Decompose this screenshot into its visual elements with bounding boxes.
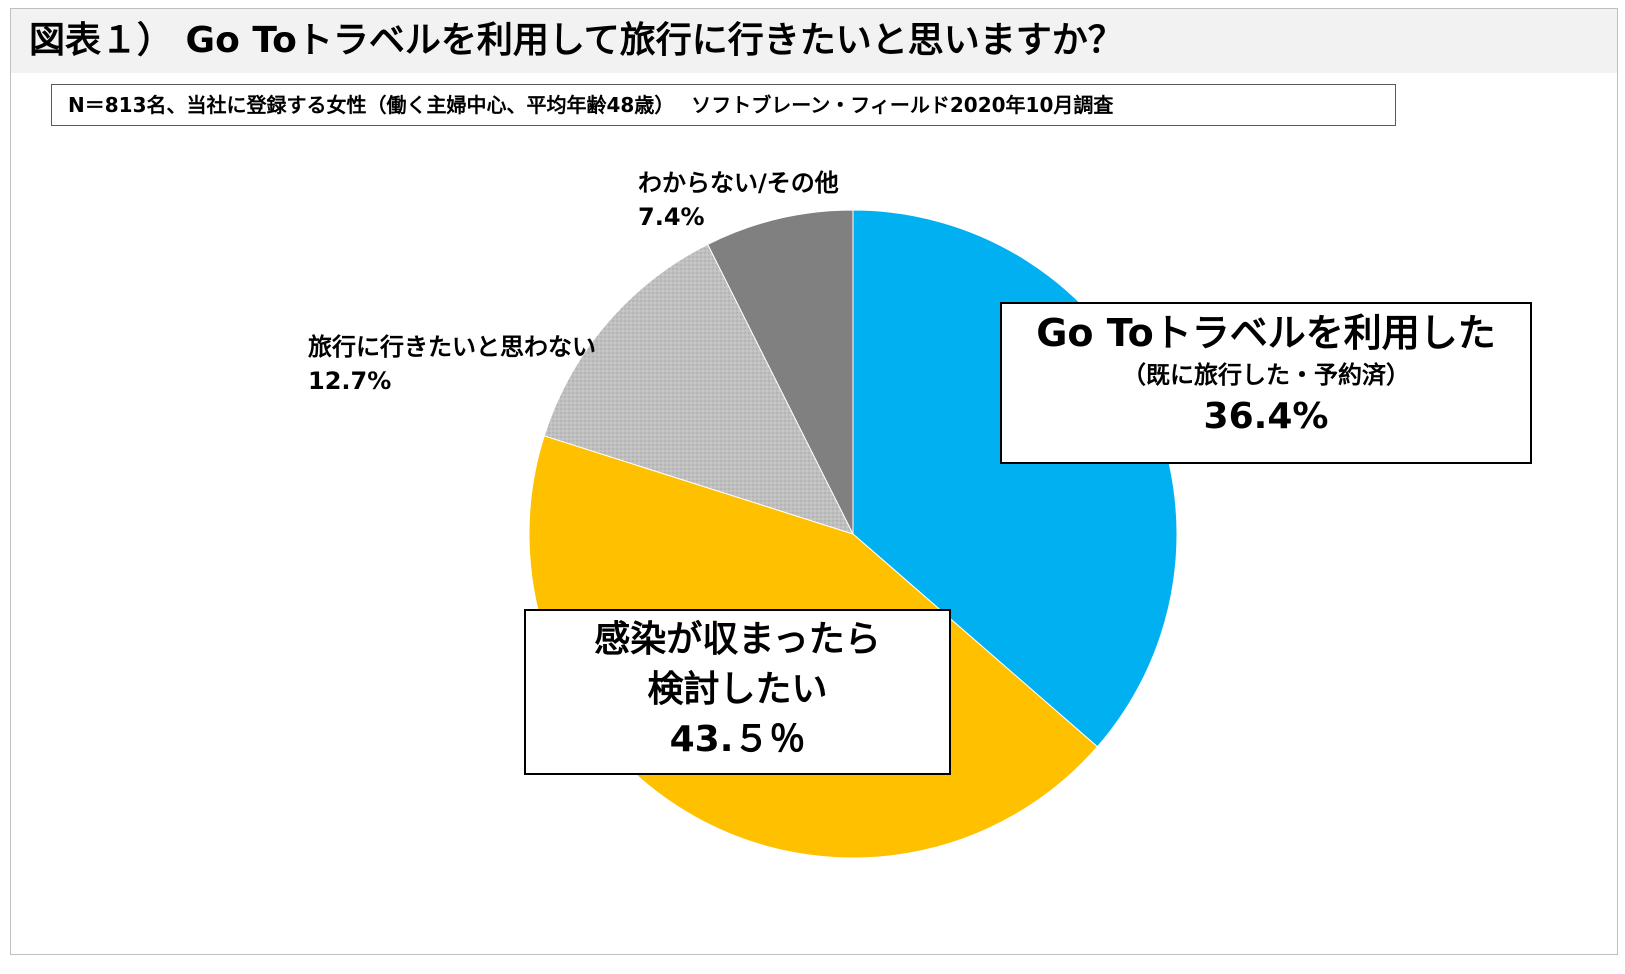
survey-note: N＝813名、当社に登録する女性（働く主婦中心、平均年齢48歳） ソフトブレーン… [68, 93, 1114, 117]
slice-callout-later-name-line1: 感染が収まったら [594, 619, 881, 660]
survey-note-box: N＝813名、当社に登録する女性（働く主婦中心、平均年齢48歳） ソフトブレーン… [51, 84, 1396, 126]
slice-label-unknown-name: わからない/その他 [638, 169, 839, 197]
slice-label-unknown-value: 7.4% [638, 203, 705, 231]
slice-label-no-name: 旅行に行きたいと思わない [308, 333, 596, 361]
slice-callout-later-value: 43.５％ [669, 719, 806, 760]
slice-label-unknown: わからない/その他 7.4% [638, 166, 839, 234]
slice-callout-used-value: 36.4% [1203, 396, 1329, 437]
pie-slice-not-want [543, 243, 854, 535]
slice-callout-later: 感染が収まったら 検討したい 43.５％ [524, 609, 951, 775]
title-bar: 図表１） Go Toトラベルを利用して旅行に行きたいと思いますか？ [11, 9, 1617, 73]
slice-label-no: 旅行に行きたいと思わない 12.7% [308, 330, 596, 398]
slice-callout-used-note: （既に旅行した・予約済） [1122, 361, 1410, 389]
slice-callout-used-name: Go Toトラベルを利用した [1036, 311, 1496, 355]
page-title: 図表１） Go Toトラベルを利用して旅行に行きたいと思いますか？ [29, 20, 1124, 61]
slice-callout-later-name-line2: 検討したい [647, 669, 828, 710]
slice-callout-used: Go Toトラベルを利用した （既に旅行した・予約済） 36.4% [1000, 302, 1532, 464]
pie-slice-unknown [707, 209, 854, 535]
slice-label-no-value: 12.7% [308, 367, 392, 395]
